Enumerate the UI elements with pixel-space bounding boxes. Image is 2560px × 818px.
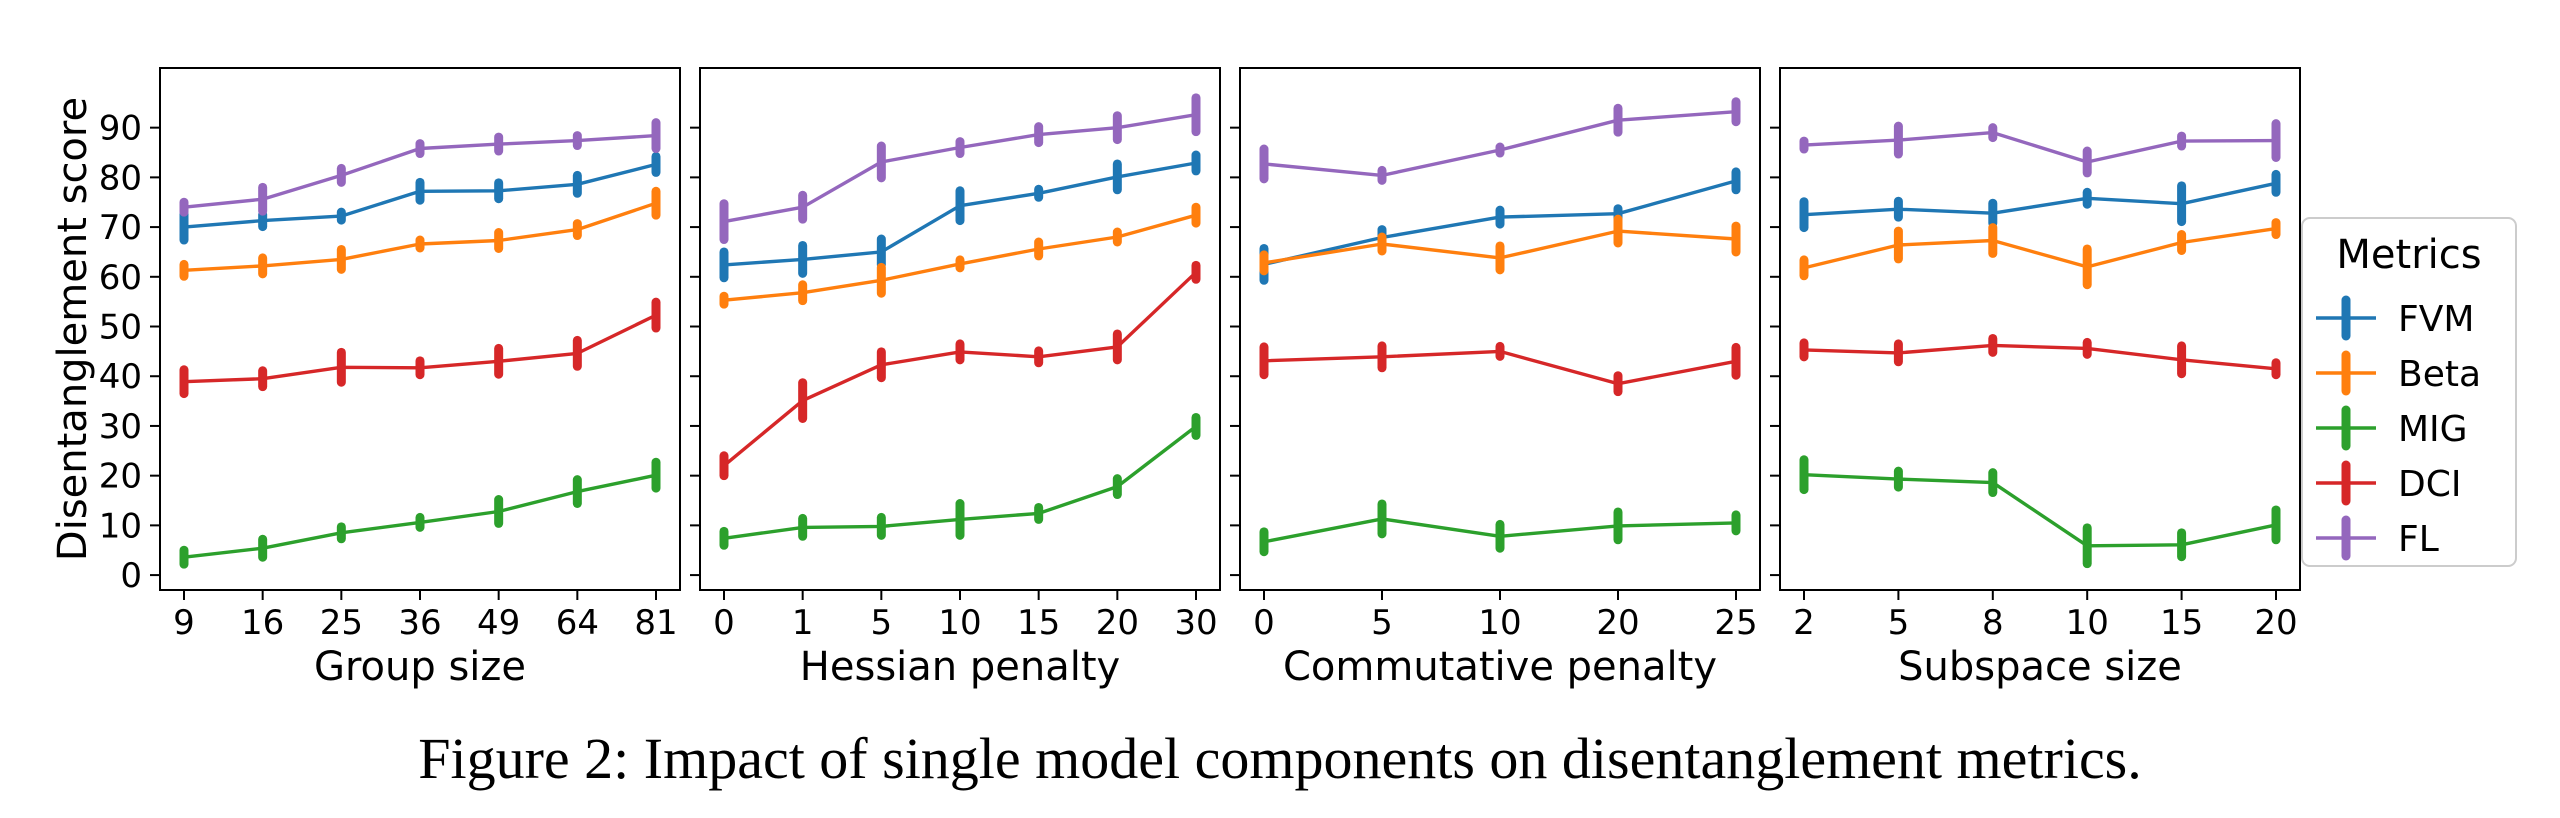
x-tick-label: 20 bbox=[1596, 603, 1639, 643]
y-tick-label: 60 bbox=[99, 258, 142, 298]
series-line-dci bbox=[722, 271, 1198, 468]
x-tick-label: 10 bbox=[2066, 603, 2109, 643]
y-tick-label: 20 bbox=[99, 457, 142, 497]
x-axis-label: Subspace size bbox=[1898, 644, 2182, 690]
x-tick-label: 10 bbox=[938, 603, 981, 643]
x-axis-label: Commutative penalty bbox=[1283, 644, 1717, 690]
x-tick-label: 10 bbox=[1478, 603, 1521, 643]
legend-label-dci: DCI bbox=[2398, 464, 2461, 505]
series-line-beta bbox=[1803, 226, 2277, 270]
x-tick-label: 1 bbox=[792, 603, 814, 643]
x-tick-label: 9 bbox=[173, 603, 195, 643]
x-tick-label: 2 bbox=[1793, 603, 1815, 643]
series-line-fvm bbox=[1803, 181, 2277, 217]
x-tick-label: 15 bbox=[1017, 603, 1060, 643]
series-line-dci bbox=[1803, 343, 2277, 371]
legend-label-fvm: FVM bbox=[2398, 299, 2474, 340]
legend-label-mig: MIG bbox=[2398, 409, 2468, 450]
x-tick-label: 20 bbox=[2254, 603, 2297, 643]
panel-1: 9 16 25 36 49 64 81 Group size 0 10 20 30 40 50 60 70 80… bbox=[99, 67, 681, 690]
figure-caption: Figure 2: Impact of single model compone… bbox=[418, 726, 2142, 791]
x-tick-label: 20 bbox=[1096, 603, 1139, 643]
x-tick-label: 81 bbox=[634, 603, 677, 643]
legend-label-beta: Beta bbox=[2398, 354, 2481, 395]
x-tick-label: 49 bbox=[477, 603, 520, 643]
x-tick-label: 25 bbox=[1714, 603, 1757, 643]
x-tick-label: 15 bbox=[2160, 603, 2203, 643]
y-tick-label: 0 bbox=[120, 556, 142, 596]
y-tick-label: 30 bbox=[99, 407, 142, 447]
x-tick-label: 5 bbox=[871, 603, 893, 643]
y-tick-label: 80 bbox=[99, 158, 142, 198]
y-tick-label: 40 bbox=[99, 357, 142, 397]
axes-frame bbox=[1779, 67, 2301, 591]
y-tick-label: 70 bbox=[99, 208, 142, 248]
x-tick-label: 8 bbox=[1982, 603, 2004, 643]
x-tick-label: 36 bbox=[398, 603, 441, 643]
x-tick-label: 0 bbox=[1253, 603, 1275, 643]
x-tick-label: 5 bbox=[1371, 603, 1393, 643]
y-tick-label: 10 bbox=[99, 506, 142, 546]
x-tick-label: 25 bbox=[320, 603, 363, 643]
x-axis-label: Group size bbox=[314, 644, 526, 690]
y-tick-label: 90 bbox=[99, 109, 142, 149]
x-tick-label: 5 bbox=[1888, 603, 1910, 643]
legend-title: Metrics bbox=[2336, 232, 2481, 278]
series-line-mig bbox=[1803, 473, 2277, 548]
y-axis-label: Disentanglement score bbox=[50, 97, 96, 561]
x-tick-label: 64 bbox=[556, 603, 599, 643]
legend-box bbox=[2301, 217, 2517, 567]
series-line-fl bbox=[1803, 130, 2277, 164]
legend: Metrics FVM Beta MIG DCI FL bbox=[2301, 217, 2517, 567]
panel-4: 2 5 8 10 15 20 Subspace size bbox=[1770, 67, 2301, 690]
x-axis-label: Hessian penalty bbox=[800, 644, 1120, 690]
y-tick-label: 50 bbox=[99, 308, 142, 348]
legend-label-fl: FL bbox=[2398, 519, 2439, 560]
x-tick-label: 30 bbox=[1174, 603, 1217, 643]
x-tick-label: 16 bbox=[241, 603, 284, 643]
x-tick-label: 0 bbox=[713, 603, 735, 643]
